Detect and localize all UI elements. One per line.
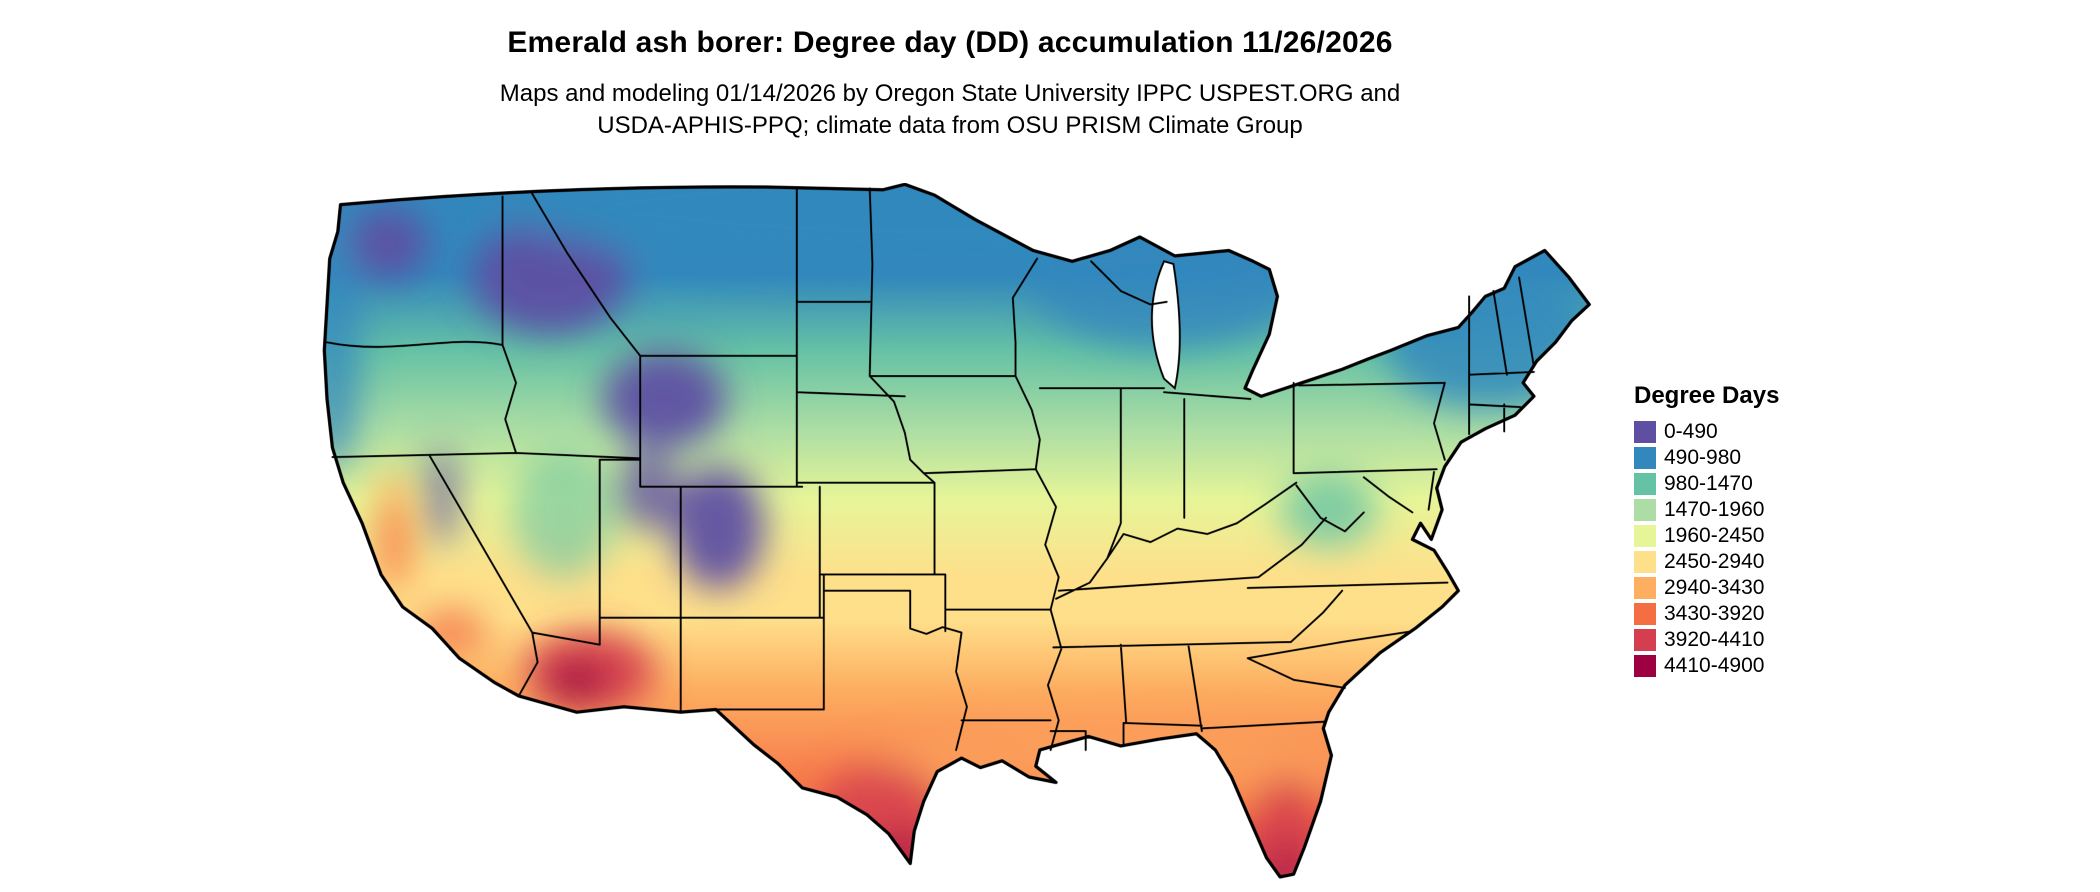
legend-swatch: [1634, 629, 1656, 651]
us-degree-day-map: [300, 182, 1596, 885]
legend-item-label: 1960-2450: [1664, 524, 1765, 547]
legend-item-label: 2450-2940: [1664, 550, 1765, 573]
legend-item: 4410-4900: [1634, 653, 1779, 679]
legend-swatch: [1634, 473, 1656, 495]
us-outline: [322, 182, 1591, 879]
legend-item-label: 490-980: [1664, 446, 1742, 469]
legend-item: 3430-3920: [1634, 601, 1779, 627]
legend-swatch: [1634, 499, 1656, 521]
us-map-svg: [322, 182, 1591, 879]
legend-item: 1470-1960: [1634, 497, 1779, 523]
degree-days-legend: Degree Days 0-490 490-980 980-1470 1470-196…: [1634, 382, 1779, 679]
state-borders: [326, 186, 1535, 751]
page-title: Emerald ash borer: Degree day (DD) accum…: [507, 26, 1393, 59]
legend-item: 3920-4410: [1634, 627, 1779, 653]
legend-item-label: 0-490: [1664, 420, 1718, 443]
map-subtitle: Maps and modeling 01/14/2026 by Oregon S…: [0, 78, 1900, 142]
legend-items: 0-490 490-980 980-1470 1470-1960 1960-2450 24…: [1634, 419, 1779, 679]
map-header: Emerald ash borer: Degree day (DD) accum…: [0, 0, 1900, 142]
legend-swatch: [1634, 603, 1656, 625]
legend-item: 980-1470: [1634, 471, 1779, 497]
legend-item-label: 1470-1960: [1664, 498, 1765, 521]
legend-item-label: 980-1470: [1664, 472, 1753, 495]
legend-item: 1960-2450: [1634, 523, 1779, 549]
legend-item-label: 3920-4410: [1664, 628, 1765, 651]
legend-item: 2940-3430: [1634, 575, 1779, 601]
legend-item-label: 2940-3430: [1664, 576, 1765, 599]
legend-item: 490-980: [1634, 445, 1779, 471]
legend-title: Degree Days: [1634, 382, 1780, 409]
legend-swatch: [1634, 447, 1656, 469]
degree-day-surface: [324, 184, 1590, 877]
legend-swatch: [1634, 551, 1656, 573]
legend-item-label: 3430-3920: [1664, 602, 1765, 625]
legend-swatch: [1634, 577, 1656, 599]
legend-item: 2450-2940: [1634, 549, 1779, 575]
subtitle-line-1: Maps and modeling 01/14/2026 by Oregon S…: [499, 80, 1401, 107]
legend-swatch: [1634, 655, 1656, 677]
legend-item: 0-490: [1634, 419, 1779, 445]
legend-item-label: 4410-4900: [1664, 654, 1765, 677]
legend-swatch: [1634, 525, 1656, 547]
lake-michigan: [1150, 260, 1181, 390]
subtitle-line-2: USDA-APHIS-PPQ; climate data from OSU PR…: [597, 112, 1303, 139]
legend-swatch: [1634, 421, 1656, 443]
